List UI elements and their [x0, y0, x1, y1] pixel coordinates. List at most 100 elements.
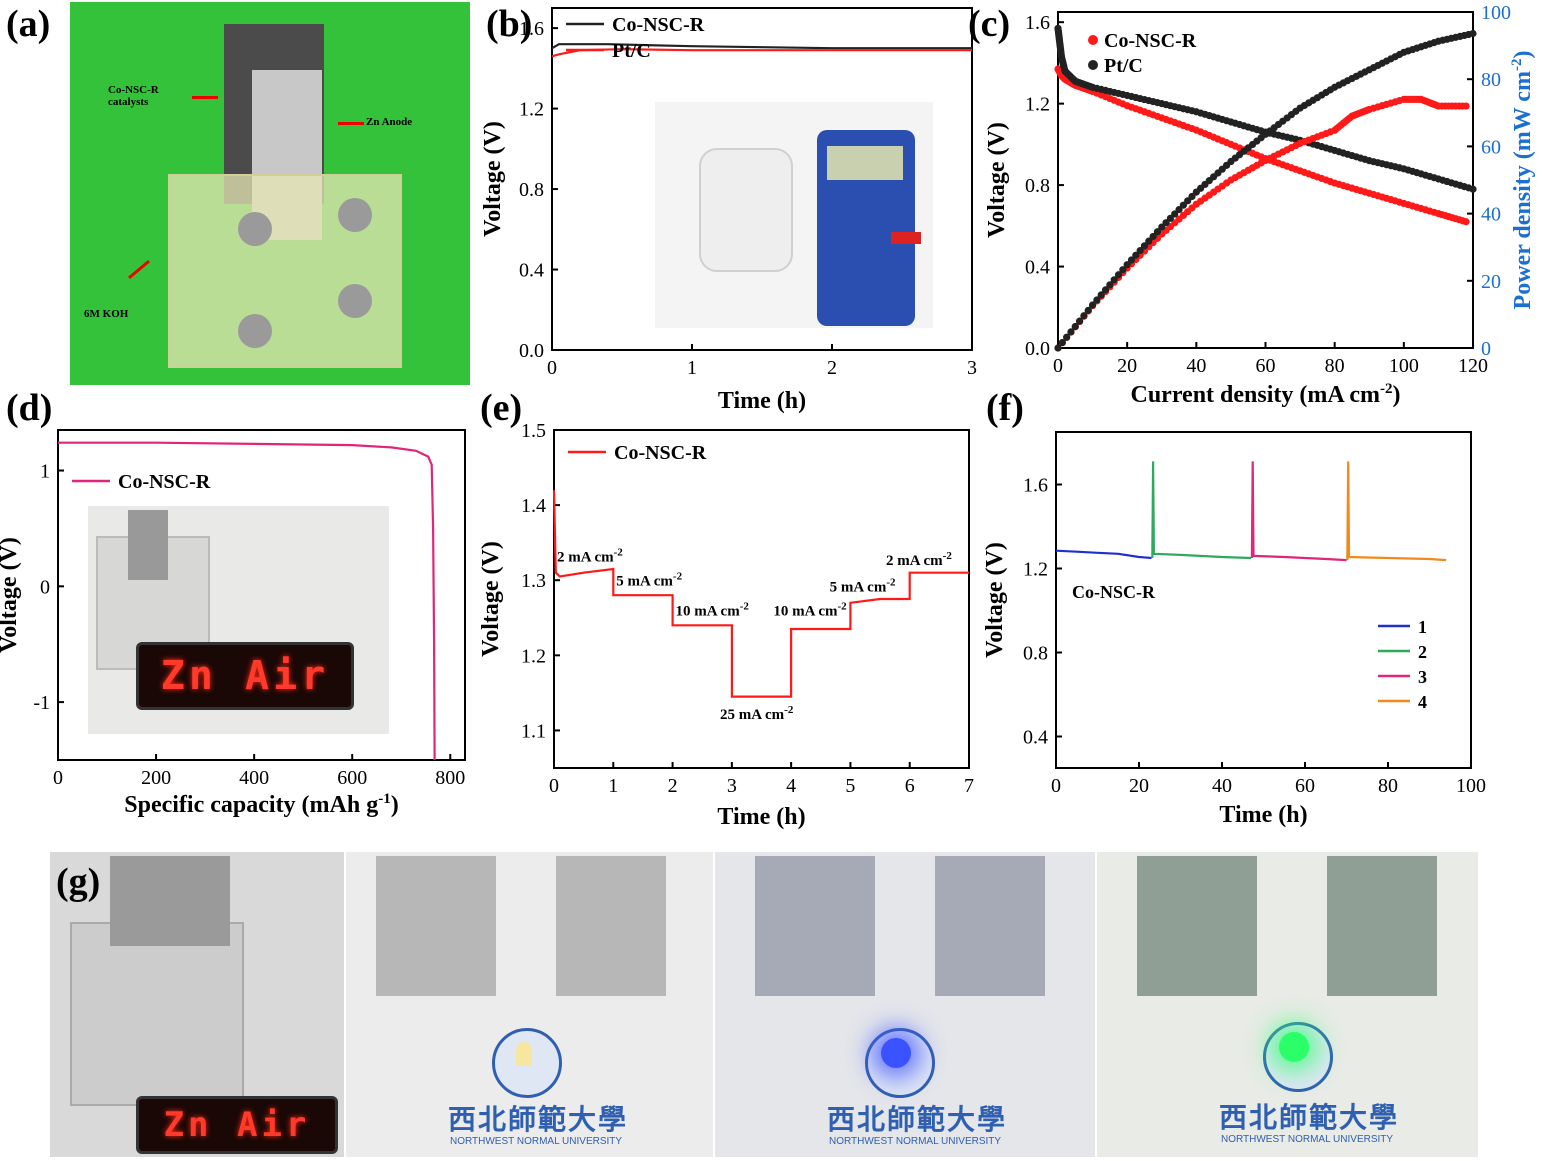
current-density-annotation: 5 mA cm-2 [830, 576, 896, 595]
series-line-cycle-3 [1250, 461, 1347, 562]
x-tick-label: 20 [1117, 355, 1137, 377]
legend-label-co-nsc-r: Co-NSC-R [1104, 30, 1197, 52]
photo-g3-led-blue: 西北師範大學 NORTHWEST NORMAL UNIVERSITY [715, 852, 1095, 1157]
cell-left [376, 856, 496, 996]
data-point-pt-c-power [1084, 306, 1092, 314]
y2-tick-label: 100 [1481, 2, 1511, 24]
series-line-cycle-2 [1151, 461, 1252, 560]
university-name-cn: 西北師範大學 [448, 1103, 629, 1136]
plot-frame-b [551, 7, 973, 351]
data-point-pt-c-power [1106, 281, 1114, 289]
x-tick-label: 1 [608, 775, 618, 797]
x-axis-label: Time (h) [718, 388, 806, 414]
data-point-co-nsc-r-voltage [1462, 218, 1470, 226]
legend-label-pt-c: Pt/C [1104, 55, 1143, 77]
current-density-annotation: 5 mA cm-2 [616, 570, 682, 589]
x-tick-label: 60 [1256, 355, 1276, 377]
data-point-co-nsc-r-power [1462, 102, 1470, 110]
plot-frame-f [1055, 431, 1472, 769]
x-tick-label: 7 [964, 775, 974, 797]
cell-right [1327, 856, 1437, 996]
x-tick-label: 2 [827, 357, 837, 379]
x-tick-label: 100 [1456, 775, 1486, 797]
current-density-annotation: 25 mA cm-2 [720, 704, 794, 723]
panel-label-d: (d) [6, 387, 53, 429]
data-point-pt-c-power [1076, 317, 1084, 325]
y-tick-label: 0.0 [519, 340, 544, 362]
y2-tick-label: 60 [1481, 136, 1501, 158]
university-name-en: NORTHWEST NORMAL UNIVERSITY [450, 1136, 623, 1147]
series-line-co-nsc-r [58, 441, 436, 761]
y-tick-label: -1 [33, 692, 50, 714]
data-point-pt-c-voltage [1469, 185, 1477, 193]
data-point-pt-c-power [1071, 322, 1079, 331]
x-tick-label: 6 [905, 775, 915, 797]
data-point-pt-c-power [1123, 261, 1131, 269]
x-tick-label: 80 [1325, 355, 1345, 377]
y-tick-label: 1.2 [519, 99, 544, 121]
series-line-co-nsc-r [552, 490, 969, 698]
x-tick-label: 40 [1212, 775, 1232, 797]
x-tick-label: 100 [1389, 355, 1419, 377]
led-bulb-green [1279, 1032, 1309, 1062]
led-badge: Zn Air [136, 1096, 338, 1154]
y-tick-label: 0.0 [1025, 338, 1050, 360]
photo-g2-led-off: 西北師範大學 NORTHWEST NORMAL UNIVERSITY [346, 852, 713, 1157]
data-point-pt-c-power [1119, 266, 1127, 274]
x-axis-label: Specific capacity (mAh g-1) [124, 791, 398, 818]
x-tick-label: 20 [1129, 775, 1149, 797]
x-tick-label: 1 [687, 357, 697, 379]
y-tick-label: 1.2 [1025, 94, 1050, 116]
current-density-annotation: 2 mA cm-2 [557, 546, 623, 565]
cell-body [70, 922, 244, 1106]
current-density-annotation: 10 mA cm-2 [773, 601, 847, 620]
x-tick-label: 200 [141, 767, 171, 789]
legend-swatch-co-nsc-r [1088, 35, 1098, 45]
data-point-pt-c-power [1054, 344, 1062, 352]
legend-label-co-nsc-r: Co-NSC-R [614, 442, 707, 464]
led-badge: Zn Air [136, 642, 354, 710]
y-tick-label: 1 [40, 461, 50, 483]
cell-left [1137, 856, 1257, 996]
current-density-annotation: 2 mA cm-2 [886, 550, 952, 569]
panel-label-a: (a) [6, 3, 51, 45]
legend-swatch-pt-c [1088, 60, 1098, 70]
plot-frame-d [57, 429, 466, 761]
legend-label-cycle-3: 3 [1418, 667, 1427, 687]
electrolyte-bottle [699, 148, 793, 272]
x-tick-label: 0 [1053, 355, 1063, 377]
y-tick-label: 0.4 [1025, 257, 1050, 279]
y2-tick-label: 40 [1481, 204, 1501, 226]
x-axis-label: Current density (mA cm-2) [1130, 381, 1400, 408]
data-point-pt-c-power [1140, 242, 1149, 250]
university-name-en: NORTHWEST NORMAL UNIVERSITY [1221, 1134, 1394, 1145]
y-tick-label: 1.6 [519, 18, 544, 40]
y-tick-label: 1.5 [521, 420, 546, 442]
series-line-cycle-1 [1055, 549, 1152, 560]
cathode-sheet [110, 856, 230, 946]
legend-label-cycle-2: 2 [1418, 642, 1427, 662]
x-tick-label: 2 [668, 775, 678, 797]
photo-g1-led-badge: Zn Air [50, 852, 344, 1157]
panel-label-f: (f) [986, 387, 1024, 429]
led-bulb-off [516, 1042, 532, 1066]
y-axis-label: Voltage (V) [478, 541, 504, 657]
x-tick-label: 80 [1378, 775, 1398, 797]
panel-label-g: (g) [56, 861, 101, 903]
arrow-catalyst [192, 96, 218, 99]
photo-led-badge-inset: Zn Air [88, 506, 389, 734]
current-density-annotation: 10 mA cm-2 [676, 601, 750, 620]
data-point-pt-c-power [1145, 237, 1153, 245]
y-axis-label: Voltage (V) [0, 537, 22, 653]
university-name-en: NORTHWEST NORMAL UNIVERSITY [829, 1136, 1002, 1147]
y-tick-label: 0.8 [1025, 175, 1050, 197]
wing-nut [338, 284, 372, 318]
wing-nut [238, 314, 272, 348]
multimeter-display [827, 146, 903, 180]
photo-g4-led-green: 西北師範大學 NORTHWEST NORMAL UNIVERSITY [1097, 852, 1478, 1157]
data-point-pt-c-power [1188, 192, 1196, 201]
y2-axis-label: Power density (mW cm-2) [1509, 51, 1536, 310]
x-tick-label: 3 [967, 357, 977, 379]
y-tick-label: 0.8 [519, 179, 544, 201]
y-tick-label: 0.4 [1023, 727, 1048, 749]
